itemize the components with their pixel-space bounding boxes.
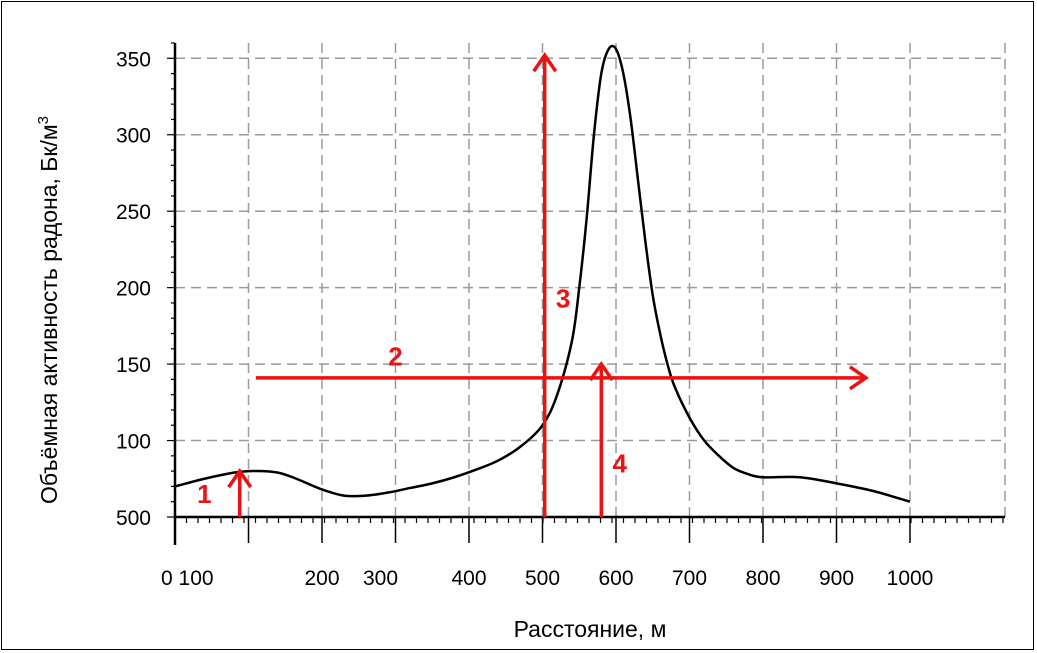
y-tick-label: 200	[116, 278, 151, 301]
x-tick-label: 0 100	[161, 567, 214, 590]
annotation-arrowhead-2	[848, 365, 869, 391]
y-axis-title-superscript: 3	[35, 116, 52, 124]
annotation-label-4: 4	[612, 448, 627, 478]
y-axis-title-text: Объёмная активность радона, Бк/м	[36, 124, 62, 504]
axes	[167, 42, 1005, 545]
x-tick-label: 400	[451, 567, 486, 590]
y-axis-title: Объёмная активность радона, Бк/м3	[35, 116, 62, 504]
y-tick-labels: 500 100 150 200 250 300 350	[116, 48, 151, 530]
y-tick-label: 300	[116, 125, 151, 148]
annotation-label-2: 2	[388, 341, 402, 371]
annotation-label-3: 3	[556, 283, 570, 313]
x-tick-label: 800	[745, 567, 780, 590]
y-tick-label: 150	[116, 354, 151, 377]
x-tick-labels: 0 100 200 300 400 500 600 700 800 900 1000	[161, 567, 933, 590]
x-axis-title: Расстояние, м	[514, 616, 667, 642]
x-tick-label: 300	[363, 567, 398, 590]
y-tick-label: 250	[116, 201, 151, 224]
y-tick-label: 100	[116, 431, 151, 454]
annotation-arrowhead-1	[227, 468, 253, 489]
x-tick-label: 1000	[887, 567, 934, 590]
x-tick-label: 600	[598, 567, 633, 590]
annotations: 1 2 3 4	[197, 52, 869, 517]
y-tick-label: 350	[116, 48, 151, 71]
series-line	[174, 44, 911, 503]
x-tick-label: 200	[304, 567, 339, 590]
x-tick-label: 700	[672, 567, 707, 590]
annotation-arrowhead-4	[588, 361, 614, 382]
annotation-label-1: 1	[197, 479, 211, 509]
grid	[175, 43, 1006, 517]
x-tick-label: 500	[525, 567, 560, 590]
annotation-arrowhead-3	[532, 52, 558, 73]
x-tick-label: 900	[819, 567, 854, 590]
y-tick-label: 500	[116, 507, 151, 530]
